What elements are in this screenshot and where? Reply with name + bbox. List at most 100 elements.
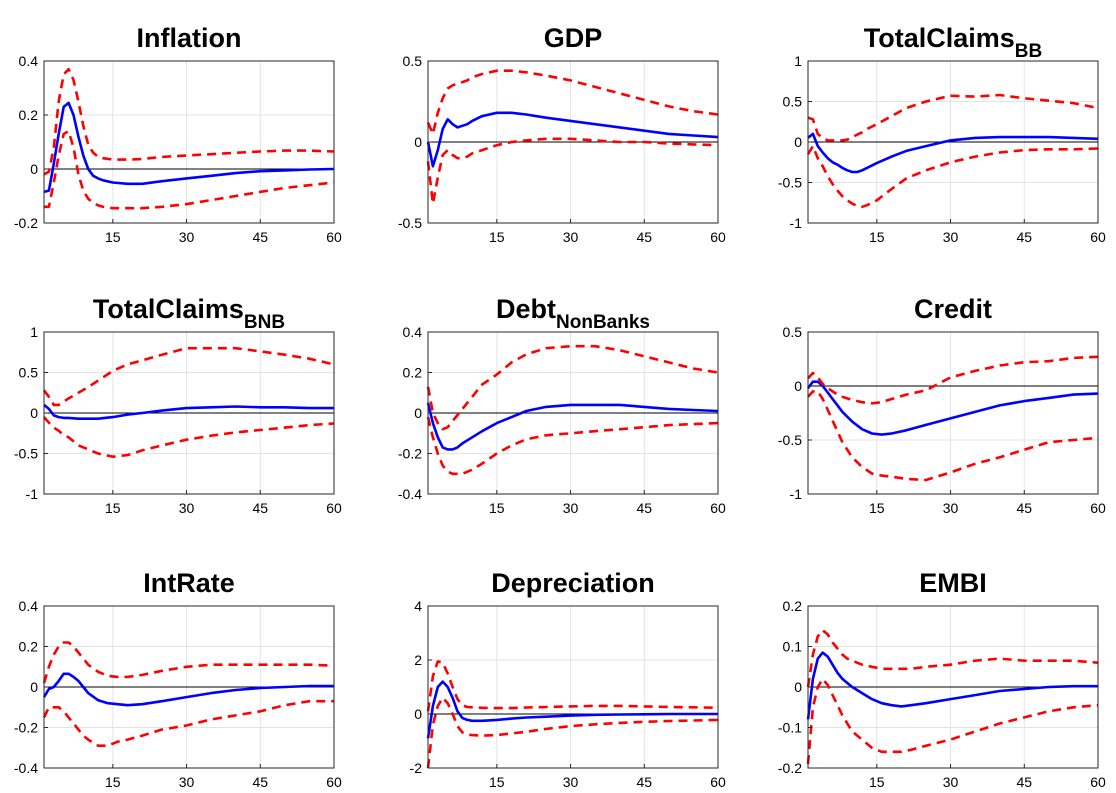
series-line-upper [43, 67, 335, 176]
x-tick-label: 30 [563, 229, 579, 245]
y-tick-label: -0.4 [398, 486, 422, 502]
series-line-median [43, 101, 335, 194]
y-tick-label: -0.1 [778, 720, 802, 736]
series-line-upper [426, 660, 719, 712]
y-tick-label: 0.2 [19, 107, 39, 123]
series-line-lower [44, 129, 335, 210]
series-line-upper [806, 628, 1099, 688]
x-tick-label: 30 [179, 229, 195, 245]
subplot-title: IntRate [143, 568, 235, 598]
series-line-median [42, 672, 334, 707]
subplot-title: GDP [544, 23, 603, 53]
subplot-5: 15 30 45 60 -0.4 -0.2 0 0.2 0.4 DebtNonBanks [398, 294, 726, 516]
y-tick-label: 1 [30, 324, 38, 340]
series-line-upper [42, 346, 335, 407]
y-tick-label: 0.4 [19, 598, 39, 614]
series-line-lower [42, 699, 334, 748]
x-tick-label: 60 [326, 500, 342, 516]
x-tick-label: 30 [179, 500, 195, 516]
y-tick-label: 2 [414, 652, 422, 668]
series-line-upper [807, 355, 1099, 405]
y-tick-label: -0.5 [14, 446, 38, 462]
subplot-title: Depreciation [491, 568, 655, 598]
series-line-upper [426, 69, 719, 136]
subplot-title: Credit [914, 294, 992, 324]
x-tick-label: 45 [1016, 774, 1032, 790]
y-tick-label: 4 [414, 598, 422, 614]
subplot-title: EMBI [919, 568, 987, 598]
x-tick-label: 30 [179, 774, 195, 790]
y-tick-label: -0.4 [14, 760, 38, 776]
plot-frame [807, 331, 1099, 495]
x-tick-label: 60 [710, 500, 726, 516]
x-tick-label: 60 [326, 774, 342, 790]
x-tick-label: 30 [943, 774, 959, 790]
series-line-upper [426, 344, 719, 431]
series-line-median [426, 111, 719, 168]
series-line-lower [806, 144, 1099, 209]
y-tick-label: -0.5 [398, 215, 422, 231]
plot-frame [427, 605, 719, 769]
y-tick-label: 0.4 [19, 53, 39, 69]
x-tick-label: 15 [489, 500, 505, 516]
series-line-lower [807, 390, 1099, 482]
series-line-median [43, 403, 334, 421]
y-tick-label: 0.2 [403, 365, 423, 381]
x-tick-label: 30 [563, 774, 579, 790]
subplot-title: TotalClaimsBNB [93, 294, 285, 333]
plot-frame [43, 60, 335, 224]
subplot-6: 15 30 45 60 -1 -0.5 0 0.5 Credit [778, 294, 1106, 516]
series-line-upper [807, 93, 1099, 142]
series-line-median [807, 132, 1099, 174]
subplot-1: 15 30 45 60 -0.2 0 0.2 0.4 Inflation [14, 23, 342, 245]
x-tick-label: 30 [563, 500, 579, 516]
y-tick-label: 0 [794, 134, 802, 150]
series-line-median [426, 680, 718, 739]
y-tick-label: -0.2 [14, 215, 38, 231]
y-tick-label: 0.5 [19, 365, 39, 381]
y-tick-label: -1 [26, 486, 39, 502]
y-tick-label: 0 [794, 378, 802, 394]
x-tick-label: 45 [252, 774, 268, 790]
series-line-lower [426, 137, 719, 205]
y-tick-label: -1 [790, 486, 803, 502]
x-tick-label: 15 [869, 229, 885, 245]
series-line-lower [426, 696, 719, 769]
y-tick-label: -0.5 [778, 175, 802, 191]
y-tick-label: 0.2 [19, 639, 39, 655]
subplot-title-subscript: BNB [244, 312, 285, 333]
x-tick-label: 30 [943, 229, 959, 245]
y-tick-label: 0.4 [403, 324, 423, 340]
y-tick-label: -2 [410, 760, 423, 776]
x-tick-label: 60 [1090, 229, 1106, 245]
x-tick-label: 45 [636, 500, 652, 516]
series-line-lower [426, 416, 719, 476]
series-line-median [426, 402, 719, 451]
x-tick-label: 15 [105, 500, 121, 516]
x-tick-label: 60 [326, 229, 342, 245]
y-tick-label: 0 [794, 679, 802, 695]
y-tick-label: 0.5 [783, 324, 803, 340]
series-line-lower [806, 677, 1099, 765]
subplot-title: TotalClaimsBB [864, 23, 1042, 62]
x-tick-label: 15 [489, 229, 505, 245]
subplot-7: 15 30 45 60 -0.4 -0.2 0 0.2 0.4 IntRate [14, 568, 342, 790]
x-tick-label: 60 [1090, 774, 1106, 790]
series-line-median [806, 380, 1099, 436]
subplot-3: 15 30 45 60 -1 -0.5 0 0.5 1 TotalClaimsBB [778, 23, 1106, 245]
subplot-title: DebtNonBanks [496, 294, 650, 333]
y-tick-label: -0.2 [778, 760, 802, 776]
y-tick-label: 0.5 [783, 94, 803, 110]
subplot-title: Inflation [137, 23, 242, 53]
subplot-4: 15 30 45 60 -1 -0.5 0 0.5 1 TotalClaimsBNB [14, 294, 342, 516]
series-line-upper [42, 641, 335, 684]
x-tick-label: 45 [252, 500, 268, 516]
x-tick-label: 15 [105, 229, 121, 245]
y-tick-label: 0 [30, 405, 38, 421]
y-tick-label: 0.1 [783, 639, 803, 655]
x-tick-label: 15 [869, 500, 885, 516]
x-tick-label: 15 [105, 774, 121, 790]
subplot-9: 15 30 45 60 -0.2 -0.1 0 0.1 0.2 EMBI [778, 568, 1106, 790]
x-tick-label: 60 [1090, 500, 1106, 516]
y-tick-label: -0.5 [778, 432, 802, 448]
